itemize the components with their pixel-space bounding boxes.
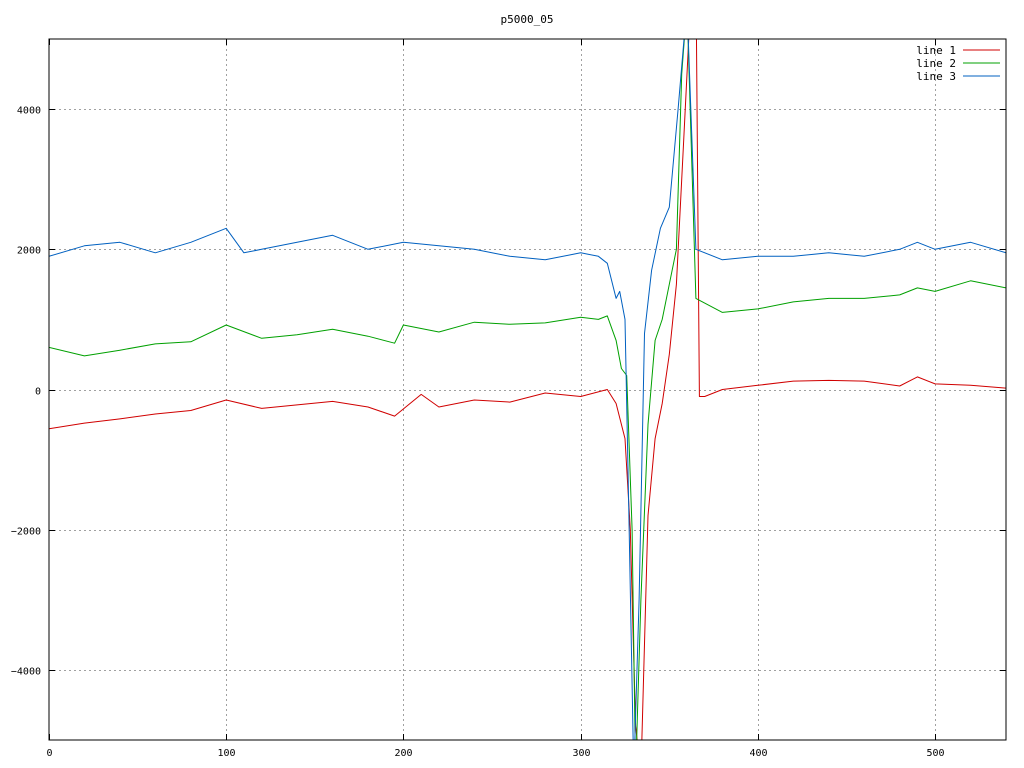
chart-title: p5000_05 (501, 13, 554, 26)
y-tick-label: −4000 (11, 667, 41, 678)
x-tick-label: 400 (749, 748, 767, 759)
y-tick-label: −2000 (11, 527, 41, 538)
tick-label-layer: 0 100 200 300 400 500 −4000 −2000 0 2000 4000 (11, 106, 945, 760)
tick-layer (49, 39, 1006, 740)
plot-frame (48, 38, 1007, 741)
grid-layer (49, 39, 1006, 740)
x-tick-label: 300 (572, 748, 590, 759)
legend-label-3: line 3 (916, 70, 956, 83)
x-tick-label: 500 (926, 748, 944, 759)
series-line-2 (49, 39, 1006, 740)
y-tick-label: 2000 (17, 246, 41, 257)
series-line-1 (49, 39, 1006, 740)
series-layer (49, 39, 1006, 740)
series-line-3 (49, 39, 1006, 740)
x-tick-label: 200 (394, 748, 412, 759)
y-tick-label: 4000 (17, 106, 41, 117)
y-tick-label: 0 (35, 387, 41, 398)
legend-label-1: line 1 (916, 44, 956, 57)
legend-label-2: line 2 (916, 57, 956, 70)
x-tick-label: 0 (46, 748, 52, 759)
x-tick-label: 100 (217, 748, 235, 759)
